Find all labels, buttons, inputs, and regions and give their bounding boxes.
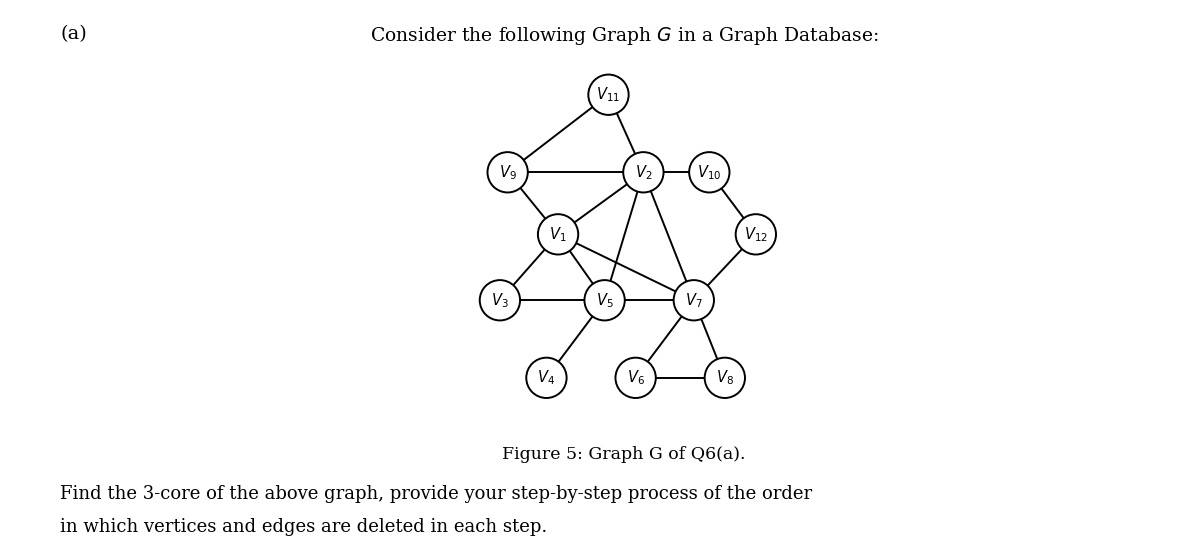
Circle shape [704,358,745,398]
Circle shape [588,75,629,115]
Text: in which vertices and edges are deleted in each step.: in which vertices and edges are deleted … [60,518,547,536]
Circle shape [480,280,520,320]
Circle shape [538,214,578,254]
Circle shape [689,152,730,192]
Text: Consider the following Graph $G$ in a Graph Database:: Consider the following Graph $G$ in a Gr… [370,25,878,47]
Text: $V_{11}$: $V_{11}$ [596,85,620,104]
Text: $V_{5}$: $V_{5}$ [595,291,613,310]
Text: Figure 5: Graph G of Q6(a).: Figure 5: Graph G of Q6(a). [503,446,745,463]
Text: $V_{4}$: $V_{4}$ [538,368,556,387]
Text: $V_{8}$: $V_{8}$ [716,368,733,387]
Text: $V_{6}$: $V_{6}$ [626,368,644,387]
Text: $V_{1}$: $V_{1}$ [550,225,566,244]
Text: Find the 3-core of the above graph, provide your step-by-step process of the ord: Find the 3-core of the above graph, prov… [60,485,812,502]
Text: $V_{10}$: $V_{10}$ [697,163,721,182]
Circle shape [487,152,528,192]
Text: (a): (a) [60,25,86,43]
Text: $V_{2}$: $V_{2}$ [635,163,652,182]
Circle shape [673,280,714,320]
Circle shape [616,358,655,398]
Text: $V_{7}$: $V_{7}$ [685,291,703,310]
Circle shape [736,214,776,254]
Text: $V_{12}$: $V_{12}$ [744,225,768,244]
Circle shape [623,152,664,192]
Circle shape [584,280,625,320]
Text: $V_{3}$: $V_{3}$ [491,291,509,310]
Text: $V_{9}$: $V_{9}$ [499,163,516,182]
Circle shape [527,358,566,398]
